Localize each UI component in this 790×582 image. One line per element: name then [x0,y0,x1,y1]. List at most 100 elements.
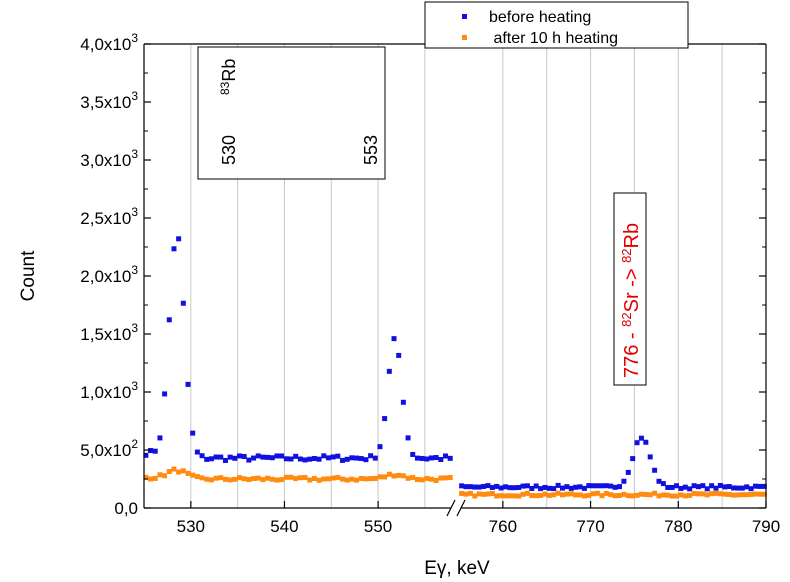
annotation-82sr-82rb: 776 - 82Sr -> 82Rb [619,223,643,378]
data-point [595,490,601,496]
data-point [349,455,355,461]
data-point [269,455,275,461]
data-point [590,491,596,497]
data-point [293,453,299,459]
data-point [166,469,172,475]
annotation-530: 530 [219,135,239,165]
data-point [603,483,609,489]
y-tick-label: 1,5x103 [80,321,138,344]
data-point [152,475,158,481]
data-point [279,453,285,459]
data-point [204,476,210,482]
data-point [586,492,592,498]
data-point [269,476,275,482]
data-point [520,491,526,497]
data-point [349,476,355,482]
data-point [246,457,252,463]
data-point [573,484,579,490]
data-point [274,453,280,459]
data-point [520,483,526,489]
data-point [481,483,487,489]
data-point [307,477,313,483]
data-point [748,491,754,497]
data-point [157,472,163,478]
y-tick-label: 2,5x103 [80,205,138,228]
data-point [241,476,247,482]
data-point [382,416,388,422]
data-point [652,467,658,473]
data-point [704,492,710,498]
data-point [152,448,158,454]
y-tick-label: 5,0x102 [80,437,138,460]
data-point [400,399,406,405]
data-point [410,474,416,480]
data-point [678,492,684,498]
annotation-553: 553 [361,135,381,165]
data-point [731,485,737,491]
data-point [717,482,723,488]
y-tick-label: 4,0x103 [80,31,138,54]
data-point [185,381,191,387]
data-point [735,492,741,498]
data-point [340,476,346,482]
data-point [433,477,439,483]
data-point [643,439,649,445]
data-point [463,491,469,497]
data-point [564,491,570,497]
data-point [316,477,322,483]
data-point [546,492,552,498]
data-point [157,435,163,441]
data-point [612,484,618,490]
data-point [279,477,285,483]
y-tick-label: 3,0x103 [80,147,138,170]
data-point [199,453,205,459]
data-point [586,483,592,489]
data-point [428,455,434,461]
data-point [542,484,548,490]
data-point [722,491,728,497]
data-point [621,478,627,484]
data-point [208,456,214,462]
data-point [489,484,495,490]
data-point [757,483,763,489]
data-point [467,484,473,490]
data-point [695,484,701,490]
axis-break-mark [446,499,456,517]
data-point [143,474,149,480]
data-point [391,336,397,342]
x-tick-label: 530 [177,517,205,536]
data-point [502,484,508,490]
data-point [171,246,177,252]
data-point [568,485,574,491]
data-point [691,490,697,496]
data-point [739,492,745,498]
data-point [166,317,172,323]
data-point [634,492,640,498]
data-point [599,493,605,499]
data-point [524,490,530,496]
data-point [237,475,243,481]
data-point [438,475,444,481]
data-point [647,454,653,460]
data-point [251,455,257,461]
data-point [660,492,666,498]
data-point [599,483,605,489]
data-point [647,492,653,498]
data-point [494,483,500,489]
x-tick-label: 760 [489,517,517,536]
y-tick-label: 0,0 [114,499,138,518]
data-point [391,473,397,479]
data-point [660,481,666,487]
data-point [494,493,500,499]
data-point [176,469,182,475]
data-point [218,475,224,481]
data-point [463,484,469,490]
data-point [485,483,491,489]
y-tick-label: 1,0x103 [80,379,138,402]
data-point [529,485,535,491]
data-point [237,453,243,459]
data-point [232,455,238,461]
data-point [674,493,680,499]
data-point [630,493,636,499]
data-point [498,493,504,499]
